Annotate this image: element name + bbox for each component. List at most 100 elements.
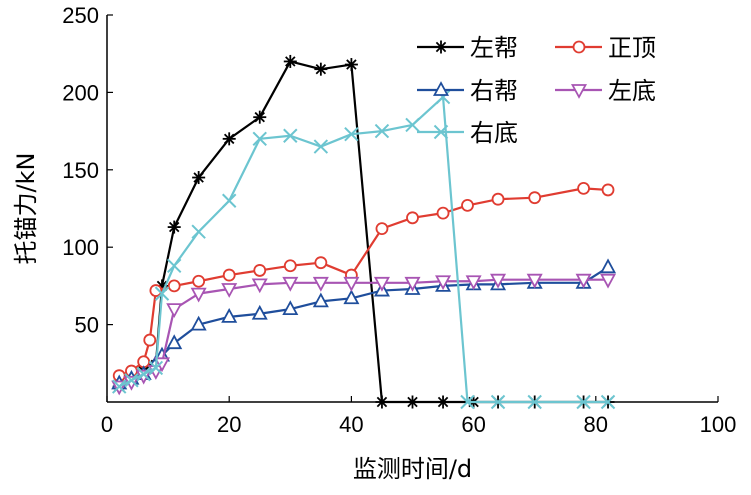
data-point [374, 123, 390, 139]
data-point [600, 394, 616, 410]
series-3 [111, 273, 617, 396]
data-point [312, 292, 329, 308]
data-point [283, 259, 297, 273]
data-point [282, 276, 299, 292]
data-point [253, 264, 267, 277]
data-point [190, 287, 207, 303]
data-point [436, 206, 450, 220]
data-point [461, 199, 474, 212]
legend-item: 左帮 [417, 34, 518, 62]
y-tick-label: 200 [62, 80, 99, 105]
axes: 0 20 40 60 80 100 50 100 150 200 250 [62, 3, 736, 437]
data-point [344, 58, 358, 72]
data-point [167, 220, 181, 234]
data-point [600, 258, 617, 274]
legend-label: 右底 [470, 119, 518, 147]
y-tick-label: 50 [75, 313, 99, 338]
data-point [148, 360, 164, 376]
x-tick-label: 20 [217, 412, 241, 437]
data-point [601, 183, 615, 197]
legend-item: 右底 [417, 119, 518, 147]
data-point [149, 284, 163, 297]
data-point [251, 278, 268, 294]
data-point [167, 279, 181, 293]
data-point [221, 193, 237, 208]
legend-marker [434, 40, 448, 54]
data-point [143, 333, 157, 347]
series-line [118, 95, 609, 404]
data-point [406, 395, 419, 409]
legend-marker [572, 40, 586, 54]
legend-marker [433, 124, 449, 140]
legend-marker [570, 84, 588, 99]
data-point [283, 128, 298, 143]
series-4 [112, 89, 616, 410]
data-point [373, 276, 390, 292]
data-point [112, 379, 127, 394]
y-tick-label: 150 [62, 158, 99, 183]
data-point [343, 276, 360, 292]
legend-item: 正顶 [555, 34, 656, 62]
data-point [527, 394, 542, 410]
data-point [435, 275, 452, 291]
data-point [253, 110, 267, 124]
data-point [490, 394, 506, 410]
data-point [375, 222, 389, 236]
data-point [314, 256, 328, 270]
data-point [252, 131, 267, 147]
data-point [166, 303, 183, 319]
data-point [404, 276, 421, 292]
x-axis-title: 监测时间/d [353, 455, 472, 483]
legend-label: 左底 [608, 77, 656, 105]
data-point [192, 274, 206, 288]
x-tick-label: 0 [101, 412, 113, 437]
data-point [577, 181, 590, 195]
data-point [167, 258, 182, 273]
data-point [526, 273, 543, 289]
data-point [436, 395, 450, 409]
data-point [251, 304, 268, 320]
legend-label: 正顶 [608, 34, 656, 62]
legend-marker [432, 81, 450, 96]
data-point [600, 273, 617, 289]
data-point [312, 276, 329, 292]
data-point [575, 273, 592, 289]
data-point [191, 224, 206, 239]
data-point [375, 395, 389, 409]
data-point [222, 268, 236, 282]
data-point [282, 300, 299, 316]
data-point [154, 286, 170, 301]
x-tick-label: 40 [339, 412, 363, 437]
y-tick-label: 100 [62, 235, 99, 260]
data-point [528, 191, 542, 205]
series-0 [112, 54, 615, 409]
data-point [576, 394, 591, 410]
data-point [344, 126, 359, 142]
data-point [313, 139, 329, 154]
data-point [406, 211, 419, 225]
data-point [221, 283, 238, 298]
data-point [343, 289, 360, 305]
y-axis-title: 托锚力/kN [12, 153, 40, 265]
data-point [491, 192, 505, 206]
data-point [465, 275, 482, 291]
x-tick-label: 100 [700, 412, 737, 437]
data-point [136, 366, 151, 382]
data-point [124, 373, 139, 388]
x-tick-label: 60 [461, 412, 485, 437]
data-point [405, 117, 420, 133]
legend-item: 右帮 [417, 77, 518, 105]
series-layer [111, 54, 617, 410]
x-tick-label: 80 [584, 412, 608, 437]
data-point [222, 132, 236, 146]
legend-label: 右帮 [470, 77, 518, 105]
series-1 [112, 181, 615, 383]
legend-item: 左底 [555, 77, 656, 105]
data-point [190, 315, 207, 331]
data-point [283, 54, 297, 68]
y-tick-label: 250 [62, 3, 99, 28]
data-point [460, 394, 475, 410]
data-point [166, 334, 183, 350]
